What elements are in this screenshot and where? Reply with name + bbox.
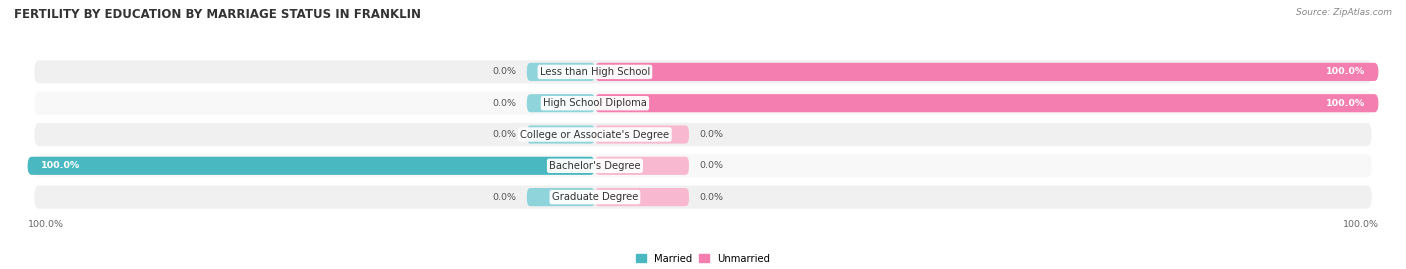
FancyBboxPatch shape bbox=[34, 92, 1372, 115]
Text: 100.0%: 100.0% bbox=[1326, 99, 1365, 108]
Text: College or Associate's Degree: College or Associate's Degree bbox=[520, 129, 669, 140]
Text: High School Diploma: High School Diploma bbox=[543, 98, 647, 108]
Text: Graduate Degree: Graduate Degree bbox=[551, 192, 638, 202]
FancyBboxPatch shape bbox=[527, 94, 595, 112]
Text: 0.0%: 0.0% bbox=[700, 161, 724, 170]
FancyBboxPatch shape bbox=[595, 157, 689, 175]
Text: 100.0%: 100.0% bbox=[28, 220, 63, 229]
FancyBboxPatch shape bbox=[527, 63, 595, 81]
FancyBboxPatch shape bbox=[595, 188, 689, 206]
Text: 0.0%: 0.0% bbox=[492, 99, 516, 108]
FancyBboxPatch shape bbox=[34, 123, 1372, 146]
Text: FERTILITY BY EDUCATION BY MARRIAGE STATUS IN FRANKLIN: FERTILITY BY EDUCATION BY MARRIAGE STATU… bbox=[14, 8, 420, 21]
Text: 0.0%: 0.0% bbox=[492, 130, 516, 139]
Text: 0.0%: 0.0% bbox=[492, 193, 516, 201]
FancyBboxPatch shape bbox=[527, 125, 595, 144]
FancyBboxPatch shape bbox=[34, 186, 1372, 209]
FancyBboxPatch shape bbox=[28, 157, 595, 175]
Text: 0.0%: 0.0% bbox=[700, 193, 724, 201]
Text: Source: ZipAtlas.com: Source: ZipAtlas.com bbox=[1296, 8, 1392, 17]
FancyBboxPatch shape bbox=[595, 94, 1378, 112]
FancyBboxPatch shape bbox=[34, 154, 1372, 177]
Text: 100.0%: 100.0% bbox=[41, 161, 80, 170]
Text: 0.0%: 0.0% bbox=[700, 130, 724, 139]
FancyBboxPatch shape bbox=[595, 125, 689, 144]
Text: 100.0%: 100.0% bbox=[1326, 68, 1365, 76]
FancyBboxPatch shape bbox=[34, 60, 1372, 83]
Text: 0.0%: 0.0% bbox=[492, 68, 516, 76]
Text: 100.0%: 100.0% bbox=[1343, 220, 1378, 229]
FancyBboxPatch shape bbox=[595, 63, 1378, 81]
Legend: Married, Unmarried: Married, Unmarried bbox=[637, 254, 769, 264]
Text: Less than High School: Less than High School bbox=[540, 67, 650, 77]
FancyBboxPatch shape bbox=[527, 188, 595, 206]
Text: Bachelor's Degree: Bachelor's Degree bbox=[550, 161, 641, 171]
